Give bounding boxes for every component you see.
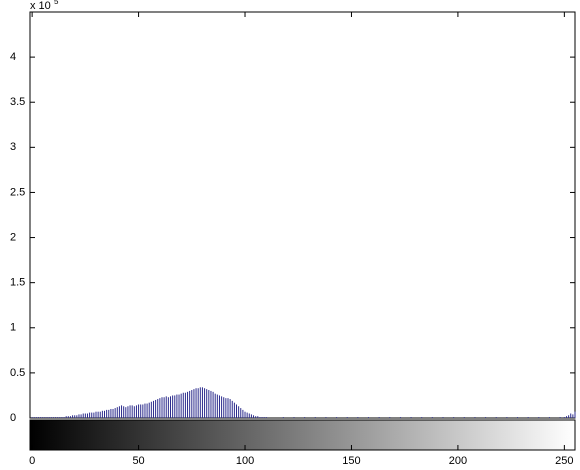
- axis-multiplier-exponent: 5: [54, 0, 59, 6]
- y-tick-label: 1: [10, 322, 16, 334]
- x-tick-label: 250: [555, 455, 573, 467]
- x-tick-label: 150: [342, 455, 360, 467]
- x-tick-label: 100: [236, 455, 254, 467]
- y-tick-label: 2: [10, 231, 16, 243]
- y-tick-label: 3: [10, 141, 16, 153]
- colorbar: [29, 419, 576, 451]
- plot-area: [29, 11, 576, 419]
- y-tick-label: 0: [10, 412, 16, 424]
- x-tick-label: 50: [132, 455, 144, 467]
- axis-multiplier: x 10: [30, 0, 51, 12]
- y-tick-label: 3.5: [10, 96, 25, 108]
- y-tick-label: 0.5: [10, 367, 25, 379]
- y-tick-label: 4: [10, 51, 16, 63]
- x-tick-label: 200: [449, 455, 467, 467]
- y-tick-label: 2.5: [10, 186, 25, 198]
- y-tick-label: 1.5: [10, 277, 25, 289]
- x-tick-label: 0: [29, 455, 35, 467]
